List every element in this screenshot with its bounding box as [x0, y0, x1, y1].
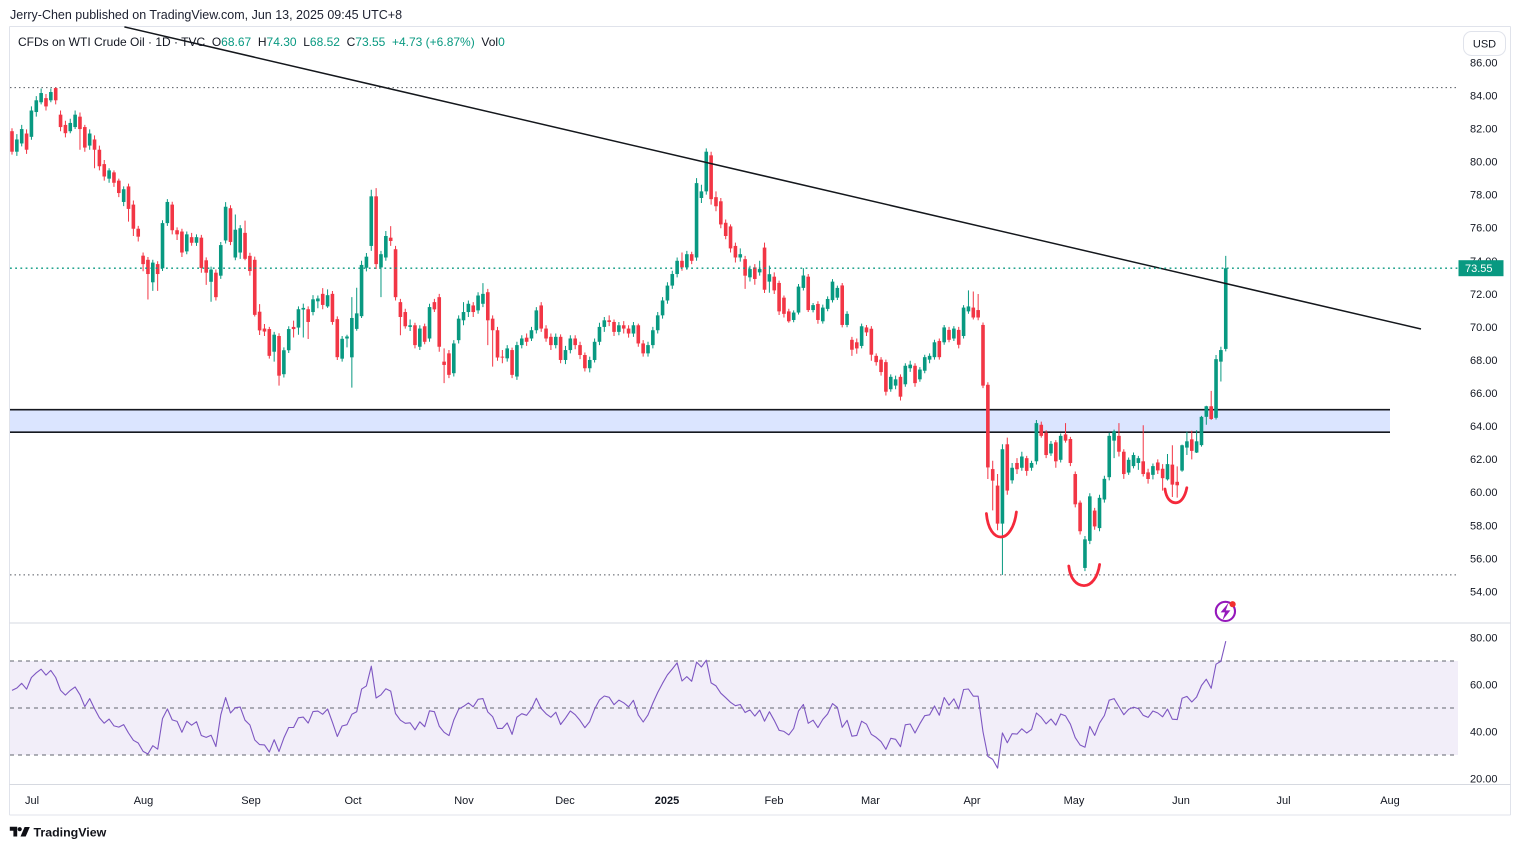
svg-text:Jerry-Chen published on Tradin: Jerry-Chen published on TradingView.com,… [10, 8, 402, 22]
svg-text:Apr: Apr [963, 795, 980, 807]
svg-text:Oct: Oct [344, 795, 361, 807]
svg-text:TradingView: TradingView [34, 826, 107, 840]
svg-text:64.00: 64.00 [1470, 421, 1498, 433]
svg-text:Aug: Aug [1380, 795, 1400, 807]
svg-text:78.00: 78.00 [1470, 190, 1498, 202]
svg-text:72.00: 72.00 [1470, 289, 1498, 301]
svg-text:USD: USD [1473, 39, 1496, 51]
svg-text:68.00: 68.00 [1470, 355, 1498, 367]
svg-text:58.00: 58.00 [1470, 520, 1498, 532]
svg-text:80.00: 80.00 [1470, 157, 1498, 169]
svg-text:2025: 2025 [655, 795, 679, 807]
svg-text:Feb: Feb [765, 795, 784, 807]
svg-text:84.00: 84.00 [1470, 91, 1498, 103]
svg-text:Jul: Jul [25, 795, 39, 807]
svg-text:73.55: 73.55 [1465, 263, 1493, 275]
svg-text:Jun: Jun [1172, 795, 1190, 807]
svg-text:Aug: Aug [134, 795, 154, 807]
svg-text:82.00: 82.00 [1470, 124, 1498, 136]
svg-text:54.00: 54.00 [1470, 586, 1498, 598]
svg-text:60.00: 60.00 [1470, 487, 1498, 499]
svg-text:70.00: 70.00 [1470, 322, 1498, 334]
svg-text:76.00: 76.00 [1470, 223, 1498, 235]
svg-text:20.00: 20.00 [1470, 774, 1498, 786]
svg-text:Dec: Dec [555, 795, 575, 807]
svg-text:Sep: Sep [241, 795, 261, 807]
svg-text:62.00: 62.00 [1470, 454, 1498, 466]
svg-text:Mar: Mar [861, 795, 880, 807]
svg-text:60.00: 60.00 [1470, 680, 1498, 692]
svg-text:Nov: Nov [454, 795, 474, 807]
svg-text:Jul: Jul [1276, 795, 1290, 807]
svg-text:80.00: 80.00 [1470, 633, 1498, 645]
svg-text:40.00: 40.00 [1470, 727, 1498, 739]
svg-text:56.00: 56.00 [1470, 553, 1498, 565]
svg-text:66.00: 66.00 [1470, 388, 1498, 400]
svg-text:CFDs on WTI Crude Oil · 1D · T: CFDs on WTI Crude Oil · 1D · TVC O68.67 … [18, 35, 505, 49]
svg-text:86.00: 86.00 [1470, 57, 1498, 69]
svg-text:May: May [1064, 795, 1085, 807]
